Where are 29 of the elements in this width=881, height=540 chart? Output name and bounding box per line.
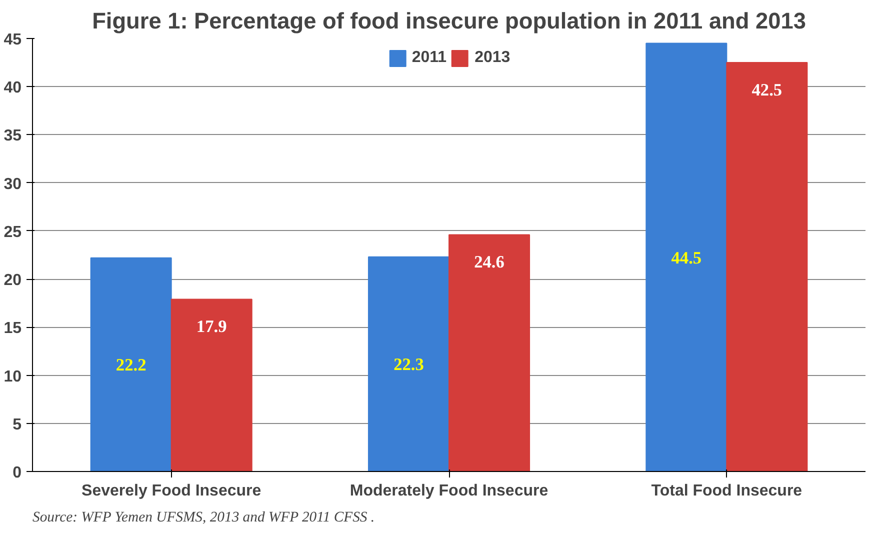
bar	[368, 256, 450, 472]
y-tick-label: 5	[12, 416, 22, 434]
source-note: Source: WFP Yemen UFSMS, 2013 and WFP 2011 CFSS .	[32, 510, 375, 526]
y-tick-label: 30	[4, 176, 22, 193]
bar	[170, 298, 252, 472]
bar	[90, 257, 172, 472]
bar	[726, 62, 808, 472]
y-tick-label: 0	[12, 464, 22, 482]
y-tick-label: 25	[4, 224, 22, 241]
data-label: 24.6	[474, 252, 505, 272]
chart-title: Figure 1: Percentage of food insecure population in 2011 and 2013	[92, 8, 806, 34]
legend-label: 2011	[412, 49, 447, 67]
data-label: 42.5	[752, 80, 782, 100]
y-tick-label: 10	[4, 368, 22, 386]
data-label: 22.2	[116, 356, 146, 375]
data-label: 17.9	[196, 317, 228, 336]
bar	[448, 234, 530, 472]
y-tick-label: 45	[4, 32, 22, 48]
x-tick-label: Moderately Food Insecure	[350, 482, 548, 500]
x-tick-label: Severely Food Insecure	[82, 482, 262, 500]
bar	[646, 42, 728, 472]
data-label: 22.3	[394, 355, 424, 374]
legend-label: 2013	[474, 49, 510, 67]
y-tick-label: 15	[4, 320, 22, 338]
y-tick-label: 35	[4, 128, 22, 145]
x-tick-label: Total Food Insecure	[651, 482, 802, 500]
data-label: 44.5	[671, 248, 702, 268]
y-tick-label: 20	[4, 272, 22, 290]
y-tick-label: 40	[4, 80, 22, 97]
